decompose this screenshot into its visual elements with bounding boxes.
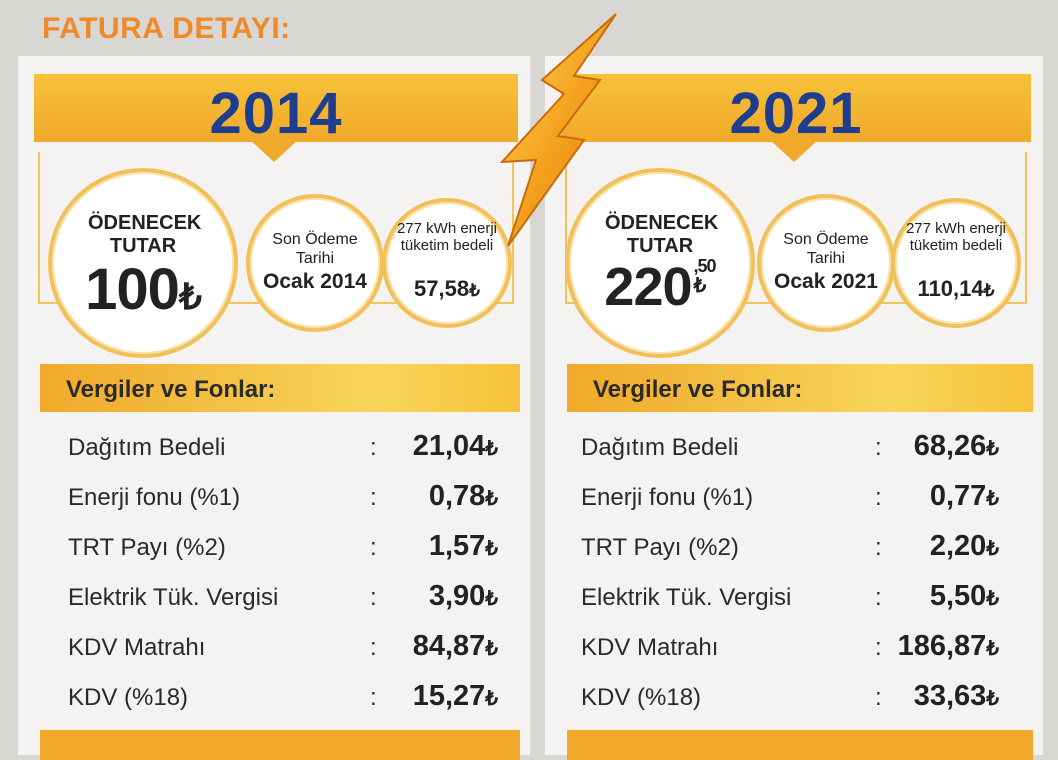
page-title: FATURA DETAYI: (42, 12, 291, 45)
tax-label: TRT Payı (%2) (68, 534, 226, 561)
year-label: 2021 (729, 81, 863, 146)
due-label: Son Ödeme Tarihi (272, 231, 358, 267)
colon: : (370, 434, 377, 461)
energy-cost-circle: 277 kWh enerji tüketim bedeli 110,14₺ (891, 198, 1021, 328)
energy-label: 277 kWh enerji tüketim bedeli (905, 220, 1007, 254)
tax-row: Dağıtım Bedeli: 21,04₺ (68, 426, 498, 476)
colon: : (875, 534, 882, 561)
total-cents: ,50 (693, 256, 717, 276)
tax-label: KDV (%18) (581, 684, 702, 711)
energy-amount: 57,58₺ (414, 276, 480, 301)
tax-label: Enerji fonu (%1) (581, 484, 754, 511)
energy-label: 277 kWh enerji tüketim bedeli (396, 220, 498, 254)
section-header: Vergiler ve Fonlar: (567, 364, 1033, 412)
tax-label: Dağıtım Bedeli (581, 434, 739, 461)
due-date-circle: Son Ödeme Tarihi Ocak 2014 (246, 194, 384, 332)
total-label: ÖDENECEK TUTAR (88, 212, 202, 257)
tax-row: TRT Payı (%2): 2,20₺ (581, 526, 999, 576)
due-date-circle: Son Ödeme Tarihi Ocak 2021 (757, 194, 895, 332)
due-date: Ocak 2014 (263, 270, 367, 293)
section-title: Vergiler ve Fonlar: (593, 376, 803, 403)
energy-amount: 110,14₺ (917, 276, 995, 301)
due-label: Son Ödeme Tarihi (783, 231, 869, 267)
colon: : (370, 534, 377, 561)
tax-value: 3,90₺ (428, 580, 498, 612)
colon: : (370, 484, 377, 511)
tax-label: KDV Matrahı (68, 634, 206, 661)
tax-value: 33,63₺ (913, 680, 999, 712)
bill-panel-2021: 2021 ÖDENECEK TUTAR 220,50 ₺ Son Ödeme Ta… (545, 56, 1043, 760)
banner-pointer (250, 140, 298, 162)
tax-label: KDV Matrahı (581, 634, 719, 661)
lira-sign: ₺ (178, 276, 202, 317)
tax-row: TRT Payı (%2): 1,57₺ (68, 526, 498, 576)
tax-row: KDV (%18): 15,27₺ (68, 676, 498, 726)
colon: : (875, 484, 882, 511)
year-banner: 2021 (561, 74, 1031, 146)
tax-label: Dağıtım Bedeli (68, 434, 226, 461)
tax-value: 2,20₺ (929, 530, 999, 562)
bill-panel-2014: 2014 ÖDENECEK TUTAR 100₺ Son Ödeme Tarih… (18, 56, 530, 760)
year-label: 2014 (209, 81, 343, 146)
section-header: Vergiler ve Fonlar: (40, 364, 520, 412)
tax-row: Elektrik Tük. Vergisi: 5,50₺ (581, 576, 999, 626)
tax-row: Enerji fonu (%1): 0,77₺ (581, 476, 999, 526)
year-banner: 2014 (34, 74, 518, 146)
banner-pointer (770, 140, 818, 162)
colon: : (875, 634, 882, 661)
total-amount-circle: ÖDENECEK TUTAR 100₺ (48, 168, 238, 358)
tax-value: 15,27₺ (412, 680, 498, 712)
tax-value: 0,78₺ (428, 480, 498, 512)
footer-bar (567, 730, 1033, 760)
tax-label: Elektrik Tük. Vergisi (68, 584, 279, 611)
total-label: ÖDENECEK TUTAR (605, 212, 719, 257)
tax-row: KDV Matrahı: 84,87₺ (68, 626, 498, 676)
colon: : (370, 584, 377, 611)
total-amount: 100₺ (85, 257, 202, 322)
tax-row: KDV (%18): 33,63₺ (581, 676, 999, 726)
colon: : (875, 684, 882, 711)
tax-value: 84,87₺ (412, 630, 498, 662)
lightning-bolt-icon (499, 13, 617, 247)
colon: : (875, 434, 882, 461)
tax-label: Enerji fonu (%1) (68, 484, 241, 511)
tax-label: KDV (%18) (68, 684, 189, 711)
tax-row: KDV Matrahı:186,87₺ (581, 626, 999, 676)
tax-row: Elektrik Tük. Vergisi: 3,90₺ (68, 576, 498, 626)
tax-label: Elektrik Tük. Vergisi (581, 584, 792, 611)
footer-bar (40, 730, 520, 760)
tax-list: Dağıtım Bedeli: 21,04₺ Enerji fonu (%1): 0… (68, 426, 498, 726)
tax-value: 186,87₺ (897, 630, 999, 662)
tax-value: 0,77₺ (929, 480, 999, 512)
tax-value: 5,50₺ (929, 580, 999, 612)
energy-cost-circle: 277 kWh enerji tüketim bedeli 57,58₺ (382, 198, 512, 328)
colon: : (370, 634, 377, 661)
colon: : (875, 584, 882, 611)
tax-row: Enerji fonu (%1): 0,78₺ (68, 476, 498, 526)
tax-row: Dağıtım Bedeli: 68,26₺ (581, 426, 999, 476)
total-amount: 220,50 ₺ (604, 256, 717, 317)
colon: : (370, 684, 377, 711)
due-date: Ocak 2021 (774, 270, 878, 293)
section-title: Vergiler ve Fonlar: (66, 376, 276, 403)
tax-value: 68,26₺ (913, 430, 999, 462)
tax-value: 1,57₺ (428, 530, 498, 562)
tax-value: 21,04₺ (412, 430, 498, 462)
total-amount-circle: ÖDENECEK TUTAR 220,50 ₺ (565, 168, 755, 358)
tax-label: TRT Payı (%2) (581, 534, 739, 561)
tax-list: Dağıtım Bedeli: 68,26₺ Enerji fonu (%1): 0… (581, 426, 999, 726)
